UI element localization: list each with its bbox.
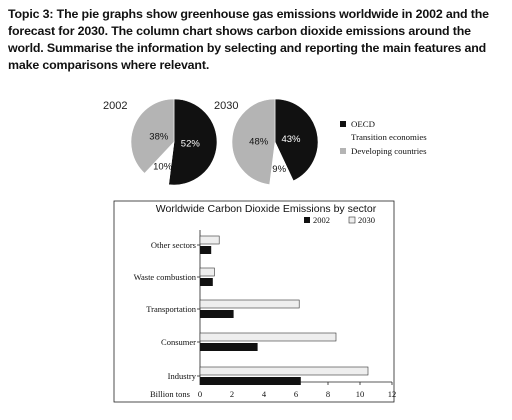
pie-2002-slice-developing-countries	[130, 98, 175, 174]
x-tick-label: 0	[198, 389, 202, 399]
category-label-waste-combustion: Waste combustion	[134, 272, 197, 282]
pie-2030-label-oecd: 43%	[281, 134, 301, 145]
task-prompt: Topic 3: The pie graphs show greenhouse …	[8, 7, 489, 72]
bar-legend: 2002 2030	[304, 215, 375, 225]
pie-2030-label-developing-countries: 48%	[249, 136, 269, 147]
pie-2002-label-oecd: 52%	[181, 139, 201, 150]
pie-2030-slice-developing-countries	[231, 98, 276, 185]
chart-frame	[113, 200, 395, 403]
legend-label-2030: 2030	[358, 215, 375, 225]
pie-2002-label-transition-economies: 10%	[153, 162, 173, 173]
bar-chart-title: Worldwide Carbon Dioxide Emissions by se…	[156, 203, 377, 215]
legend-swatch-2002	[304, 217, 310, 223]
pie-2002-title: 2002	[103, 100, 128, 112]
pie-2002-label-developing-countries: 38%	[149, 131, 169, 142]
bar-2002-consumer	[200, 343, 258, 351]
x-tick-label: 2	[230, 389, 234, 399]
category-label-transportation: Transportation	[146, 304, 196, 314]
x-tick-label: 8	[326, 389, 330, 399]
bar-2002-industry	[200, 377, 301, 385]
legend-swatch-2030	[348, 216, 356, 224]
x-tick-label: 4	[262, 389, 267, 399]
legend-swatch-oecd	[340, 121, 346, 127]
legend-label-transition: Transition economies	[351, 132, 427, 142]
x-axis-label: Billion tons	[150, 389, 190, 399]
category-label-consumer: Consumer	[161, 337, 196, 347]
bar-2030-consumer	[199, 332, 337, 342]
bar-2002-transportation	[200, 310, 234, 318]
pie-2030-title: 2030	[214, 100, 239, 112]
x-tick-label: 10	[356, 389, 365, 399]
bar-2002-other-sectors	[200, 246, 212, 254]
pie-2030-label-transition-economies: 9%	[272, 164, 286, 175]
legend-label-developing: Developing countries	[351, 146, 427, 156]
legend-label-oecd: OECD	[351, 119, 375, 129]
bar-2030-transportation	[199, 299, 300, 309]
pie-chart-2002: 52% 10% 38%	[130, 98, 218, 186]
pie-2030-slice-oecd	[274, 98, 319, 182]
legend-swatch-developing	[340, 148, 346, 154]
bar-2030-industry	[199, 366, 369, 376]
x-tick-label: 12	[388, 389, 397, 399]
x-tick-label: 6	[294, 389, 298, 399]
category-label-other-sectors: Other sectors	[151, 240, 196, 250]
legend-label-2002: 2002	[313, 215, 330, 225]
bar-2030-other-sectors	[199, 235, 220, 245]
pie-2002-slice-oecd	[168, 98, 218, 186]
bar-2030-waste-combustion	[199, 267, 215, 277]
category-label-industry: Industry	[168, 371, 197, 381]
pie-legend: OECD Transition economies Developing cou…	[340, 119, 427, 156]
pie-chart-2030: 43% 9% 48%	[231, 98, 319, 186]
bar-2002-waste-combustion	[200, 278, 213, 286]
